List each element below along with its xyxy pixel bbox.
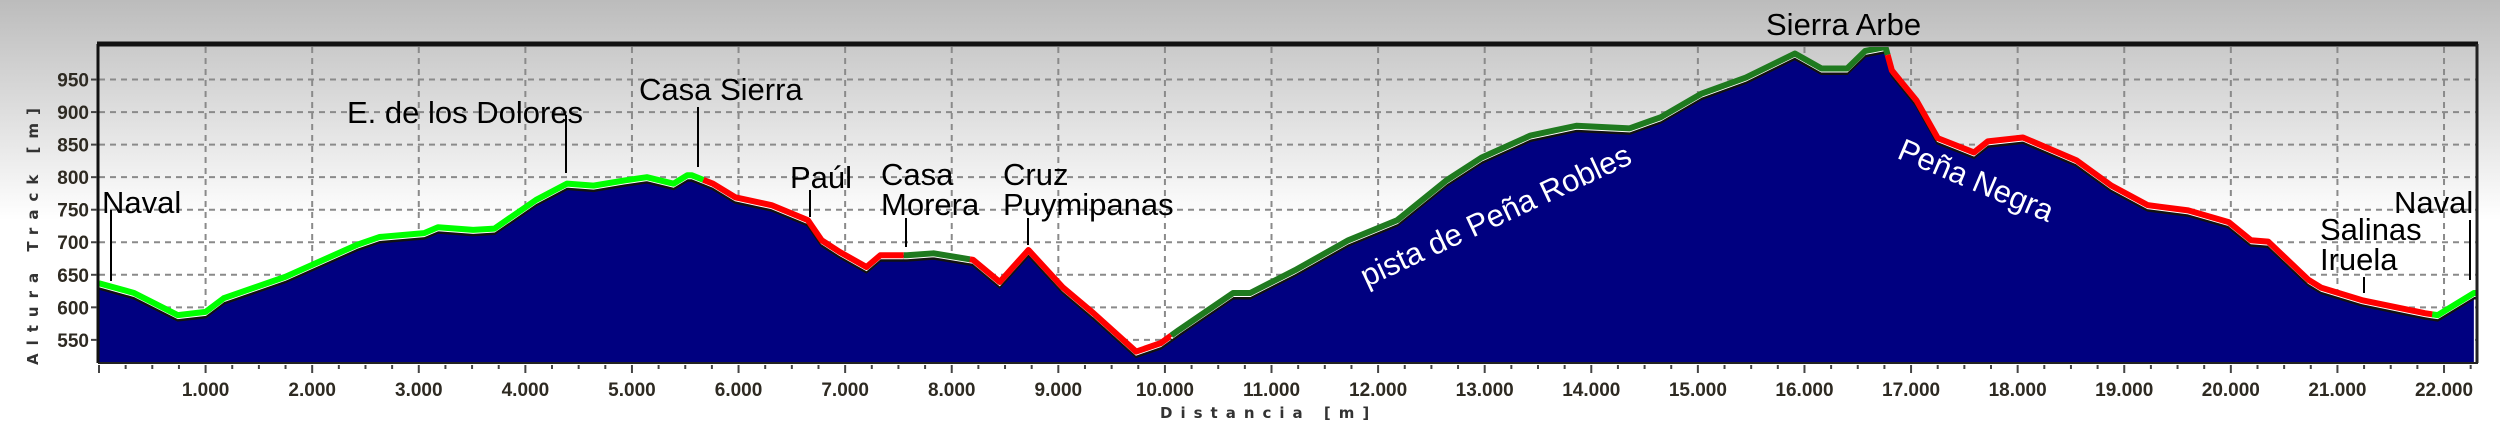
annotation-label: Sierra Arbe [1766, 7, 1921, 42]
y-axis-title: Altura Track [m] [24, 100, 42, 365]
y-tick-label: 550 [57, 331, 89, 352]
x-tick-label: 13.000 [1456, 380, 1514, 401]
x-tick-label: 8.000 [928, 380, 976, 401]
y-tick-label: 950 [57, 71, 89, 92]
x-tick-label: 5.000 [608, 380, 656, 401]
profile-line [99, 47, 2476, 359]
annotation-label: Naval [102, 185, 181, 220]
profile-shadow [99, 178, 704, 322]
annotation-label: Casa Sierra [639, 72, 803, 107]
x-tick-label: 18.000 [1989, 380, 2047, 401]
profile-shadow [1886, 59, 2433, 321]
profile-segment [969, 247, 1174, 355]
annotation-label: Casa [881, 157, 954, 192]
annotation-label: Cruz [1003, 157, 1068, 192]
x-tick-label: 11.000 [1243, 380, 1300, 401]
profile-shadow [903, 256, 971, 266]
x-tick-label: 1.000 [182, 380, 230, 401]
x-tick-label: 3.000 [395, 380, 443, 401]
profile-segment [1884, 54, 2433, 318]
annotation-label: Naval [2394, 185, 2473, 220]
y-tick-label: 600 [57, 298, 89, 319]
x-tick-label: 2.000 [288, 380, 336, 401]
x-tick-label: 21.000 [2308, 380, 2366, 401]
y-tick-label: 850 [57, 136, 89, 157]
x-tick-label: 22.000 [2415, 380, 2473, 401]
x-tick-label: 15.000 [1669, 380, 1727, 401]
profile-segment [903, 250, 971, 263]
annotation-label: Iruela [2320, 242, 2398, 277]
x-tick-label: 14.000 [1562, 380, 1620, 401]
x-tick-label: 17.000 [1882, 380, 1940, 401]
x-axis-title: Distancia [m] [1160, 404, 1377, 422]
annotation-label: E. de los Dolores [347, 95, 583, 130]
profile-segment [99, 172, 705, 319]
x-tick-label: 19.000 [2095, 380, 2153, 401]
profile-segment [702, 177, 904, 270]
x-tick-label: 4.000 [502, 380, 550, 401]
profile-segment [1169, 47, 1891, 338]
annotation-label: Paúl [790, 160, 852, 195]
profile-shadow [969, 252, 1173, 359]
y-tick-label: 700 [57, 233, 89, 254]
x-tick-label: 16.000 [1775, 380, 1833, 401]
annotation-label: Salinas [2320, 212, 2422, 247]
y-tick-label: 800 [57, 168, 89, 189]
y-axis: 550 600 650 700 750 800 850 900 950 [57, 71, 97, 352]
x-tick-label: 10.000 [1136, 380, 1194, 401]
y-tick-label: 650 [57, 266, 89, 287]
x-tick-label: 6.000 [715, 380, 763, 401]
x-tick-label: 12.000 [1349, 380, 1407, 401]
profile-shadow [2432, 296, 2476, 322]
x-tick-label: 20.000 [2202, 380, 2260, 401]
annotation-label: Puymipanas [1003, 187, 1174, 222]
profile-shadow [1170, 50, 1890, 342]
y-tick-label: 750 [57, 201, 89, 222]
x-tick-label: 7.000 [821, 380, 869, 401]
y-tick-label: 900 [57, 103, 89, 124]
elevation-area [99, 47, 2474, 362]
profile-segment [2431, 290, 2476, 319]
annotation-label: Morera [881, 187, 980, 222]
x-tick-label: 9.000 [1035, 380, 1083, 401]
x-axis: 1.000 2.000 3.000 4.000 5.000 6.000 7.000 8.000… [98, 365, 2473, 401]
plot-frame [96, 41, 2479, 364]
